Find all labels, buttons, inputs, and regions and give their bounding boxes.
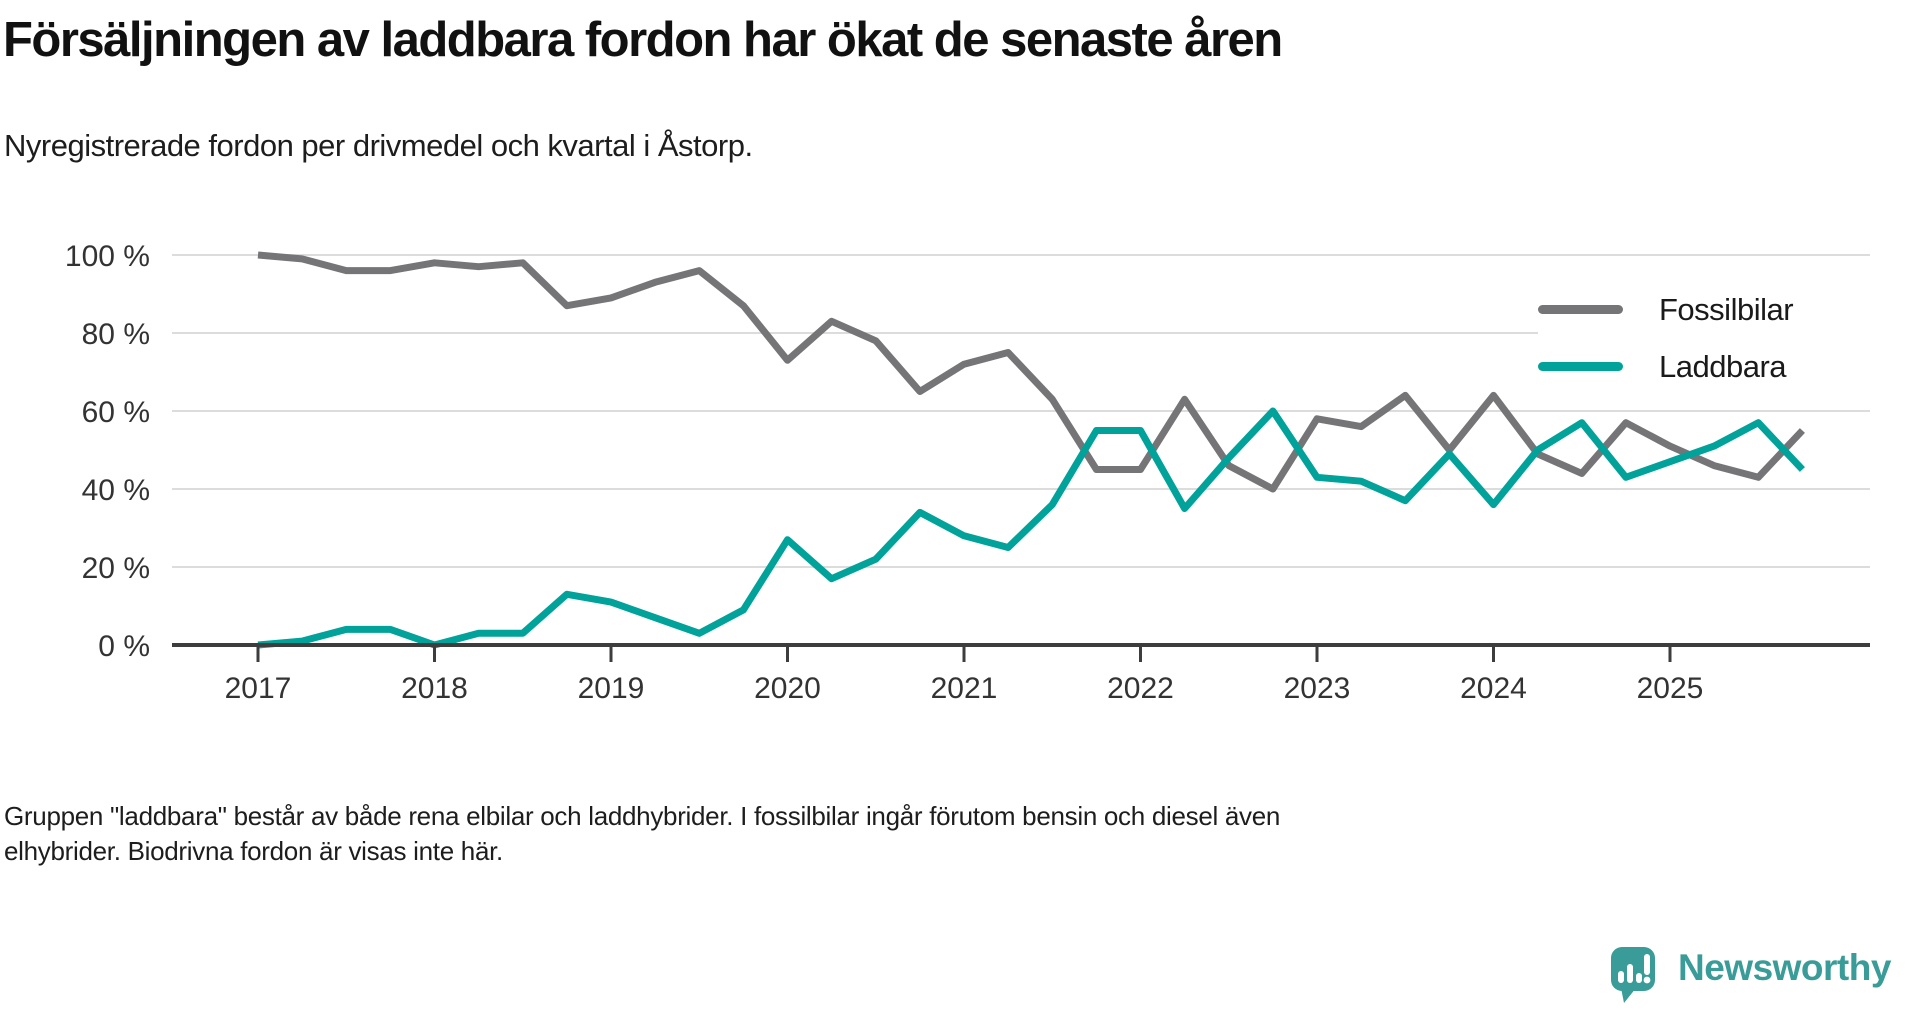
fossilbilar-line-swatch-icon — [1538, 305, 1623, 314]
y-tick-label: 0 % — [98, 630, 150, 663]
legend-label: Laddbara — [1659, 348, 1787, 384]
line-fossilbilar — [257, 251, 1805, 493]
y-tick-label: 20 % — [82, 552, 150, 585]
x-tick-label: 2018 — [401, 672, 468, 705]
page-title: Försäljningen av laddbara fordon har öka… — [3, 13, 1283, 67]
y-tick-label: 60 % — [82, 396, 150, 429]
legend-item-fossilbilar: Fossilbilar — [1538, 281, 1872, 338]
footnote: Gruppen "laddbara" består av både rena e… — [4, 799, 1914, 869]
laddbara-line-swatch-icon — [1538, 362, 1623, 371]
x-tick-label: 2024 — [1460, 672, 1527, 705]
chart-legend: Fossilbilar Laddbara — [1538, 281, 1872, 395]
y-tick-label: 100 % — [65, 240, 150, 273]
newsworthy-logo: Newsworthy — [1610, 946, 1891, 1004]
legend-item-laddbara: Laddbara — [1538, 338, 1872, 395]
chart-subtitle: Nyregistrerade fordon per drivmedel och … — [4, 128, 753, 163]
newsworthy-speech-bubble-bar-chart-icon — [1611, 947, 1655, 1003]
y-tick-label: 80 % — [82, 318, 150, 351]
x-axis: 2017 2018 2019 2020 2021 2022 2023 2024 … — [172, 643, 1870, 705]
y-tick-label: 40 % — [82, 474, 150, 507]
x-tick-label: 2020 — [754, 672, 821, 705]
y-axis: 100 % 80 % 60 % 40 % 20 % 0 % — [65, 240, 150, 663]
x-tick-label: 2023 — [1284, 672, 1351, 705]
x-tick-label: 2021 — [931, 672, 998, 705]
footnote-line-1: Gruppen "laddbara" består av både rena e… — [4, 801, 1281, 831]
line-laddbara — [257, 407, 1805, 649]
newsworthy-logo-text: Newsworthy — [1678, 947, 1891, 988]
x-tick-label: 2019 — [578, 672, 645, 705]
series-lines — [257, 251, 1805, 649]
legend-label: Fossilbilar — [1659, 291, 1794, 327]
x-tick-label: 2017 — [225, 672, 292, 705]
footnote-line-2: elhybrider. Biodrivna fordon är visas in… — [4, 836, 503, 866]
x-tick-label: 2025 — [1637, 672, 1704, 705]
x-tick-label: 2022 — [1107, 672, 1174, 705]
